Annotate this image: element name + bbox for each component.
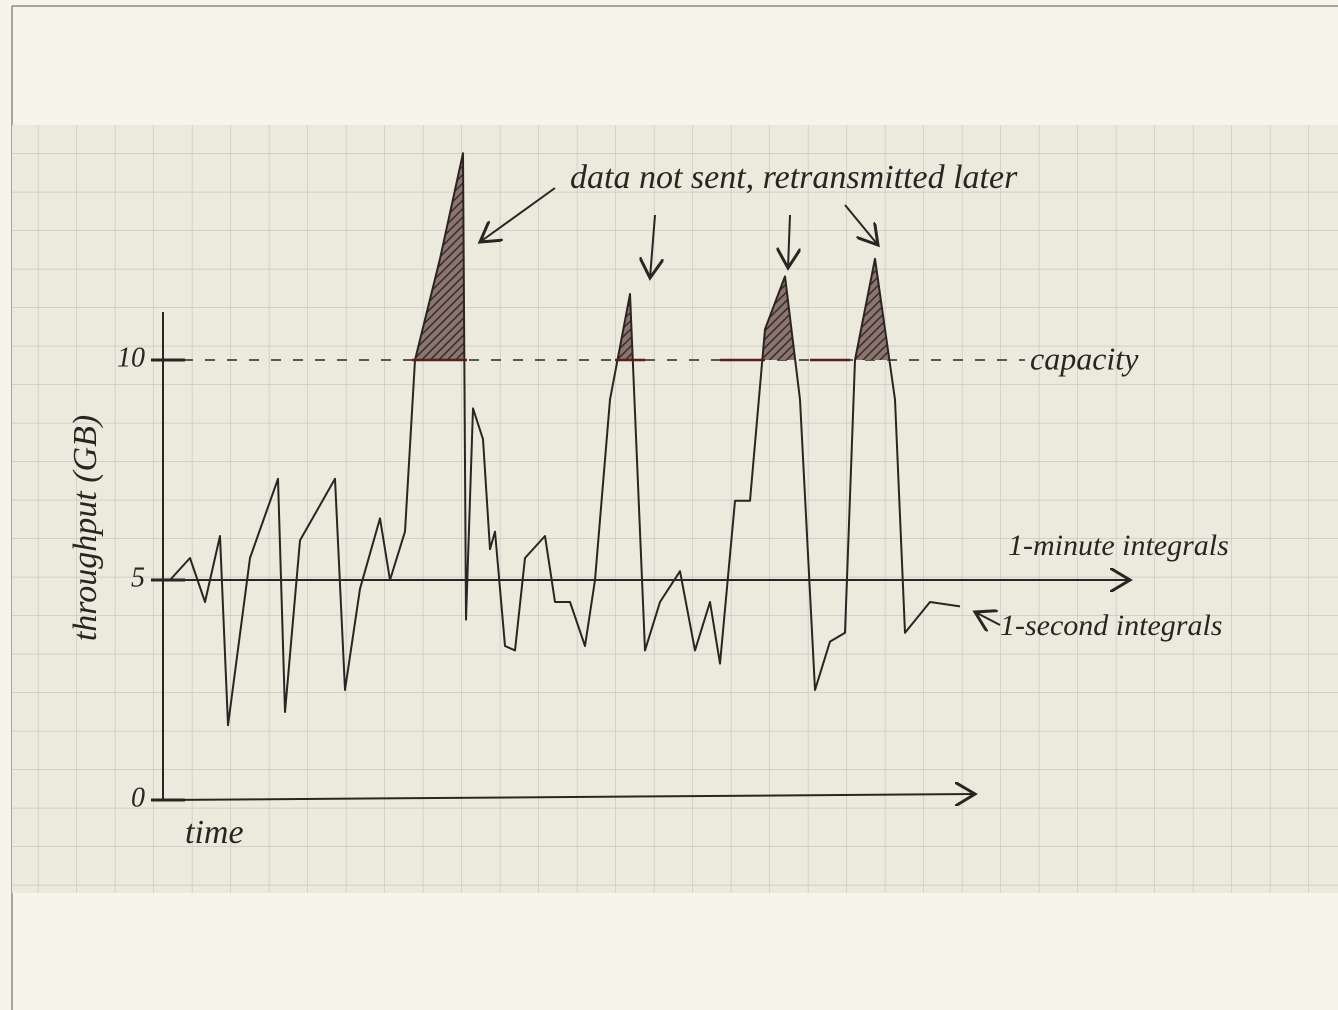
paper-grid [12, 125, 1338, 893]
y-axis-label: throughput (GB) [67, 415, 104, 641]
photo [12, 125, 1338, 893]
arrow [480, 187, 556, 242]
arrow [788, 214, 790, 268]
series-label: 1-second integrals [1000, 609, 1222, 642]
series-line [169, 152, 961, 727]
y-tick-label: 10 [117, 342, 145, 373]
series-label: 1-minute integrals [1008, 529, 1229, 562]
y-tick-label: 5 [131, 562, 145, 593]
plot: 0 5 10 capacity 1-minute integrals 1-second i… [117, 152, 1229, 813]
arrow [975, 612, 1001, 625]
y-tick-label: 0 [131, 782, 145, 813]
annotation: data not sent, retransmitted later [570, 159, 1018, 196]
arrow [844, 204, 878, 245]
x-axis-label: time [185, 814, 244, 851]
arrow [650, 214, 655, 278]
capacity-label: capacity [1030, 340, 1139, 376]
annotation-arrows [480, 187, 1001, 625]
x-axis [162, 794, 975, 800]
